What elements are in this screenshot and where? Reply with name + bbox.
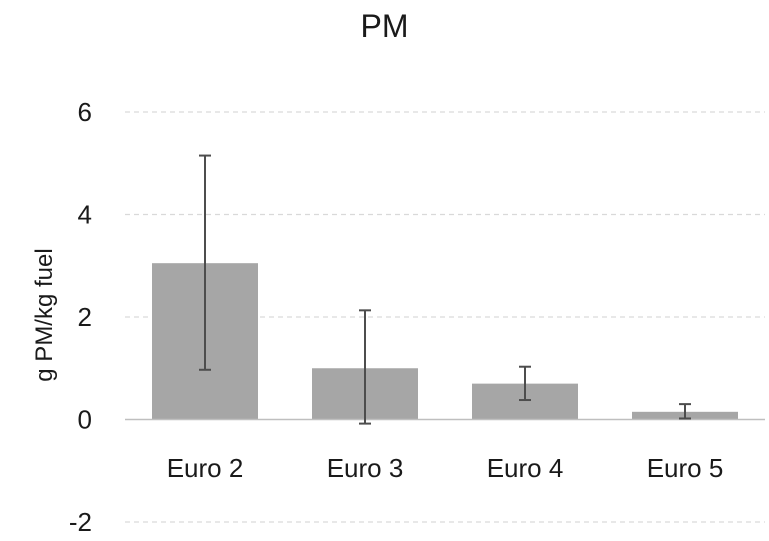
x-tick-label: Euro 5 <box>647 453 724 483</box>
grid-lines <box>125 111 765 523</box>
error-bar <box>519 365 531 402</box>
chart-title: PM <box>360 8 409 44</box>
y-tick-labels: -2 0 2 4 6 <box>69 97 92 537</box>
x-tick-label: Euro 4 <box>487 453 564 483</box>
error-bar <box>679 403 691 420</box>
y-tick-label: 6 <box>78 97 92 127</box>
x-tick-label: Euro 2 <box>167 453 244 483</box>
y-tick-label: 4 <box>78 200 92 230</box>
bars <box>152 263 738 420</box>
x-tick-label: Euro 3 <box>327 453 404 483</box>
error-bars <box>199 154 691 425</box>
y-tick-label: -2 <box>69 507 92 537</box>
y-tick-label: 0 <box>78 405 92 435</box>
y-axis-title: g PM/kg fuel <box>31 248 58 381</box>
x-tick-labels: Euro 2 Euro 3 Euro 4 Euro 5 <box>167 453 724 483</box>
error-bar <box>359 309 371 425</box>
error-bar <box>199 154 211 371</box>
y-tick-label: 2 <box>78 302 92 332</box>
